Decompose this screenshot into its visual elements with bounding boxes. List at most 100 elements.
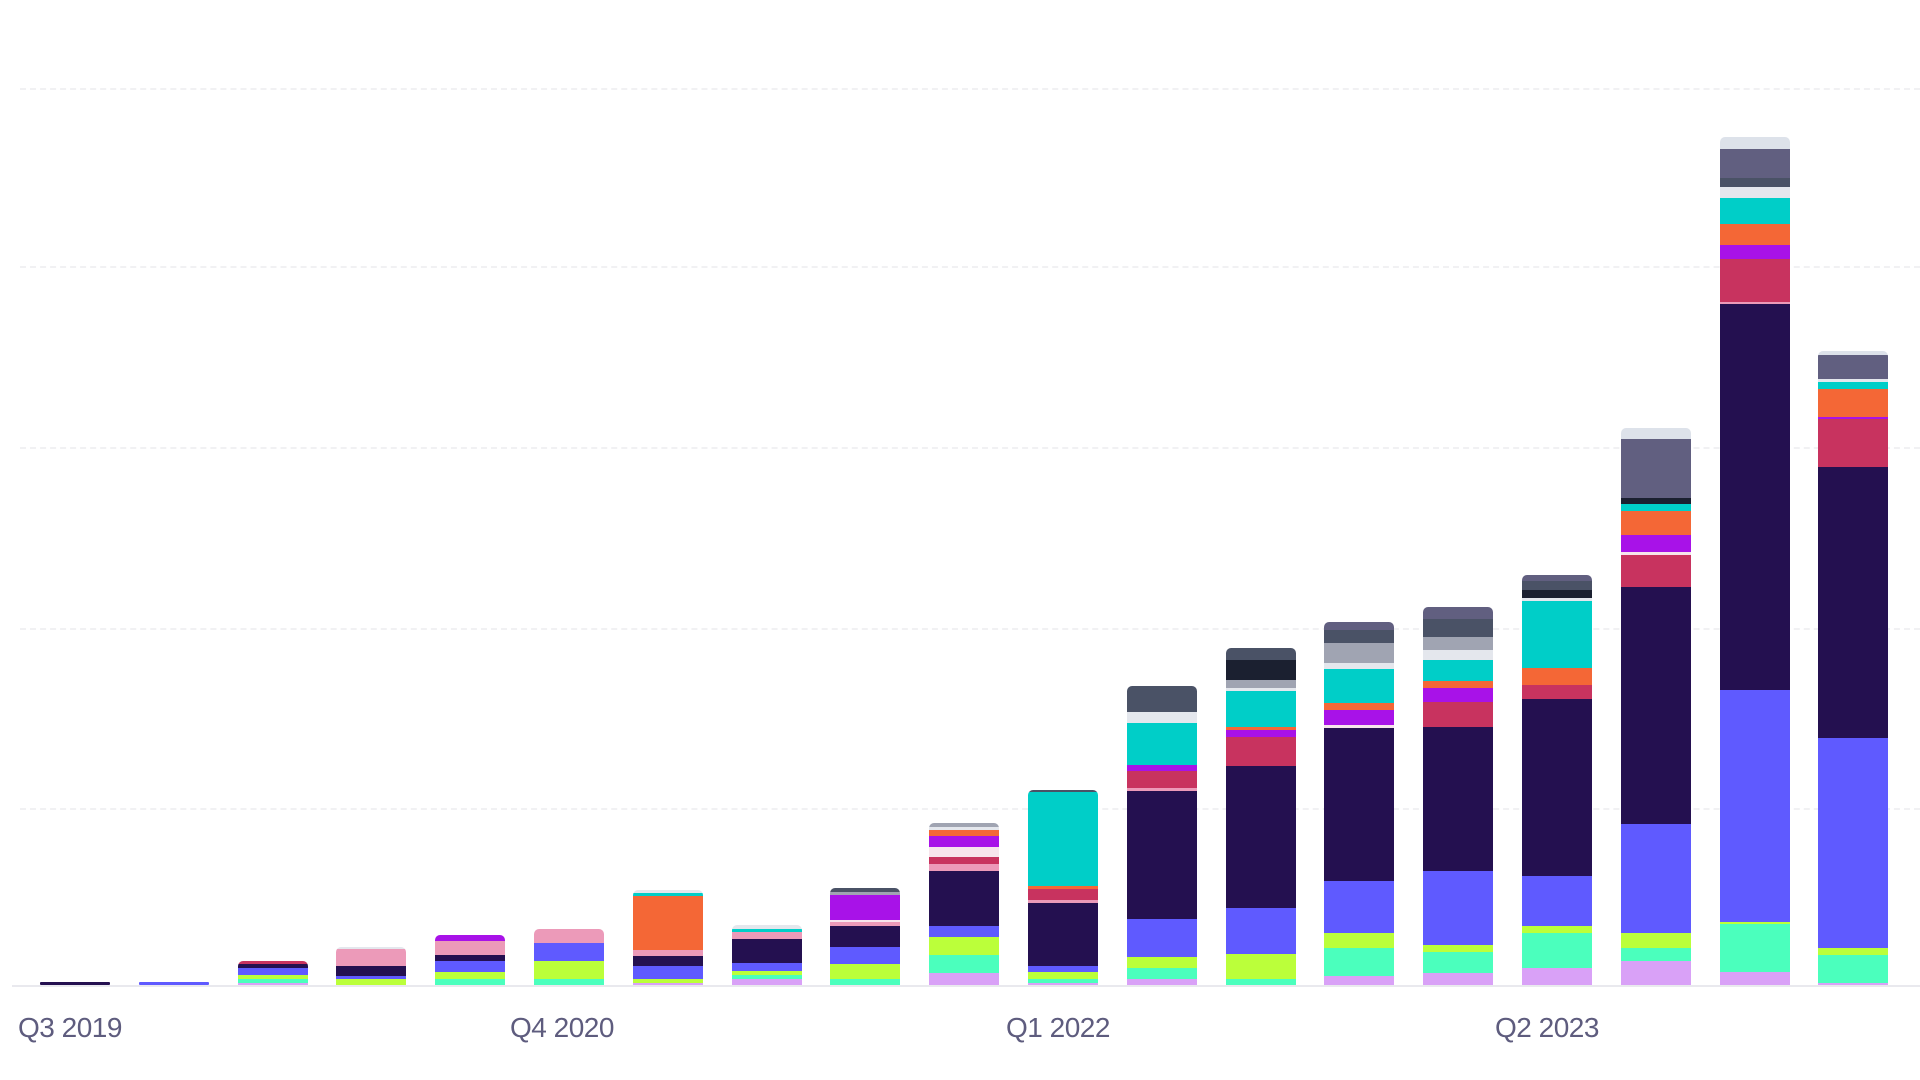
- bar-segment-white-pink[interactable]: [1620, 552, 1691, 555]
- bar-segment-light-gray[interactable]: [731, 925, 802, 929]
- bar-segment-periwinkle[interactable]: [731, 963, 802, 971]
- bar-q1-2023[interactable]: [1423, 607, 1494, 985]
- bar-segment-navy[interactable]: [336, 966, 407, 976]
- bar-segment-orange[interactable]: [929, 830, 1000, 836]
- bar-q2-2020[interactable]: [336, 947, 407, 985]
- bar-segment-crimson[interactable]: [1818, 419, 1889, 467]
- bar-segment-mint[interactable]: [237, 979, 308, 983]
- bar-segment-mint[interactable]: [1818, 955, 1889, 983]
- bar-segment-silver[interactable]: [929, 823, 1000, 827]
- bar-segment-lime[interactable]: [632, 979, 703, 983]
- bar-segment-silver[interactable]: [1423, 637, 1494, 650]
- bar-segment-orange[interactable]: [1423, 681, 1494, 688]
- bar-segment-pink[interactable]: [435, 941, 506, 955]
- bar-segment-lime[interactable]: [1028, 972, 1098, 979]
- bar-segment-mint[interactable]: [1719, 924, 1790, 972]
- bar-q2-2022[interactable]: [1126, 686, 1197, 985]
- bar-segment-teal[interactable]: [1719, 198, 1790, 224]
- bar-segment-light-gray[interactable]: [1324, 663, 1395, 669]
- bar-segment-violet[interactable]: [1719, 245, 1790, 259]
- bar-segment-lime[interactable]: [1225, 954, 1296, 979]
- bar-segment-crimson[interactable]: [1719, 259, 1790, 302]
- bar-segment-crimson[interactable]: [1126, 771, 1197, 788]
- bar-segment-light-gray[interactable]: [336, 947, 407, 949]
- bar-segment-orange[interactable]: [1324, 703, 1395, 710]
- bar-segment-navy[interactable]: [830, 926, 901, 947]
- bar-q3-2020[interactable]: [435, 935, 506, 985]
- bar-segment-lavender[interactable]: [929, 973, 1000, 985]
- bar-segment-pale[interactable]: [1719, 137, 1790, 149]
- bar-segment-periwinkle[interactable]: [1126, 919, 1197, 957]
- bar-segment-mint[interactable]: [731, 975, 802, 979]
- bar-segment-teal[interactable]: [1620, 504, 1691, 511]
- bar-segment-purple-gray[interactable]: [1324, 622, 1395, 630]
- bar-segment-navy[interactable]: [1423, 727, 1494, 871]
- bar-segment-light-gray[interactable]: [1818, 379, 1889, 382]
- bar-q1-2020[interactable]: [237, 961, 308, 985]
- bar-segment-navy[interactable]: [1126, 791, 1197, 919]
- bar-segment-violet[interactable]: [1225, 730, 1296, 737]
- bar-segment-orange[interactable]: [1028, 886, 1098, 889]
- bar-segment-teal[interactable]: [731, 929, 802, 932]
- bar-segment-periwinkle[interactable]: [632, 966, 703, 979]
- bar-segment-lime[interactable]: [731, 971, 802, 975]
- bar-segment-light-gray[interactable]: [1225, 688, 1296, 691]
- bar-segment-violet[interactable]: [1126, 765, 1197, 771]
- bar-segment-orange[interactable]: [1719, 224, 1790, 245]
- bar-segment-crimson[interactable]: [237, 961, 308, 964]
- bar-segment-navy[interactable]: [40, 982, 110, 985]
- bar-q4-2021[interactable]: [929, 823, 1000, 985]
- bar-segment-lavender[interactable]: [1620, 961, 1691, 985]
- bar-segment-lime[interactable]: [1818, 948, 1889, 955]
- bar-segment-slate[interactable]: [830, 888, 901, 892]
- bar-segment-orange[interactable]: [1225, 727, 1296, 730]
- bar-segment-navy[interactable]: [435, 955, 506, 961]
- bar-segment-orange[interactable]: [1620, 511, 1691, 535]
- bar-segment-silver[interactable]: [1225, 680, 1296, 688]
- bar-segment-lavender[interactable]: [1028, 983, 1098, 985]
- bar-segment-periwinkle[interactable]: [1423, 871, 1494, 945]
- bar-segment-pale[interactable]: [1620, 428, 1691, 439]
- bar-segment-lime[interactable]: [1423, 945, 1494, 952]
- bar-segment-orange[interactable]: [632, 896, 703, 950]
- bar-segment-orange[interactable]: [1818, 389, 1889, 417]
- bar-segment-light-gray[interactable]: [1423, 650, 1494, 660]
- bar-segment-navy[interactable]: [632, 956, 703, 966]
- bar-segment-mint[interactable]: [1620, 948, 1691, 961]
- bar-segment-lavender[interactable]: [1126, 979, 1197, 985]
- bar-segment-pink[interactable]: [830, 922, 901, 926]
- bar-segment-lavender[interactable]: [1324, 976, 1395, 985]
- bar-segment-navy[interactable]: [1225, 766, 1296, 908]
- bar-segment-navy[interactable]: [237, 964, 308, 968]
- bar-segment-navy[interactable]: [929, 871, 1000, 926]
- bar-segment-lime[interactable]: [1620, 933, 1691, 948]
- bar-segment-navy[interactable]: [1028, 903, 1098, 966]
- bar-segment-lavender[interactable]: [1818, 983, 1889, 985]
- bar-segment-periwinkle[interactable]: [1620, 824, 1691, 933]
- bar-segment-slate[interactable]: [1126, 686, 1197, 712]
- bar-segment-lavender[interactable]: [731, 979, 802, 985]
- bar-segment-light-gray[interactable]: [929, 827, 1000, 830]
- bar-q4-2019[interactable]: [138, 982, 209, 985]
- bar-segment-white-pink[interactable]: [929, 847, 1000, 857]
- bar-q4-2020[interactable]: [534, 929, 604, 985]
- bar-segment-slate[interactable]: [1522, 581, 1592, 590]
- bar-segment-mint[interactable]: [1324, 948, 1395, 976]
- bar-segment-slate[interactable]: [1324, 630, 1395, 643]
- bar-segment-periwinkle[interactable]: [435, 961, 506, 972]
- bar-segment-slate[interactable]: [1225, 648, 1296, 660]
- bar-q2-2021[interactable]: [731, 925, 802, 985]
- bar-segment-pink[interactable]: [336, 949, 407, 966]
- bar-segment-lavender[interactable]: [237, 983, 308, 985]
- bar-segment-navy[interactable]: [1818, 467, 1889, 738]
- bar-segment-purple-gray[interactable]: [1423, 607, 1494, 619]
- bar-segment-teal[interactable]: [632, 893, 703, 896]
- bar-segment-periwinkle[interactable]: [237, 968, 308, 975]
- bar-segment-lavender[interactable]: [1719, 972, 1790, 985]
- bar-segment-mint[interactable]: [929, 955, 1000, 973]
- bar-q1-2024[interactable]: [1818, 351, 1889, 985]
- bar-segment-pink[interactable]: [731, 932, 802, 939]
- bar-segment-purple-gray[interactable]: [1719, 149, 1790, 178]
- bar-q3-2023[interactable]: [1620, 428, 1691, 985]
- bar-segment-mint[interactable]: [830, 979, 901, 985]
